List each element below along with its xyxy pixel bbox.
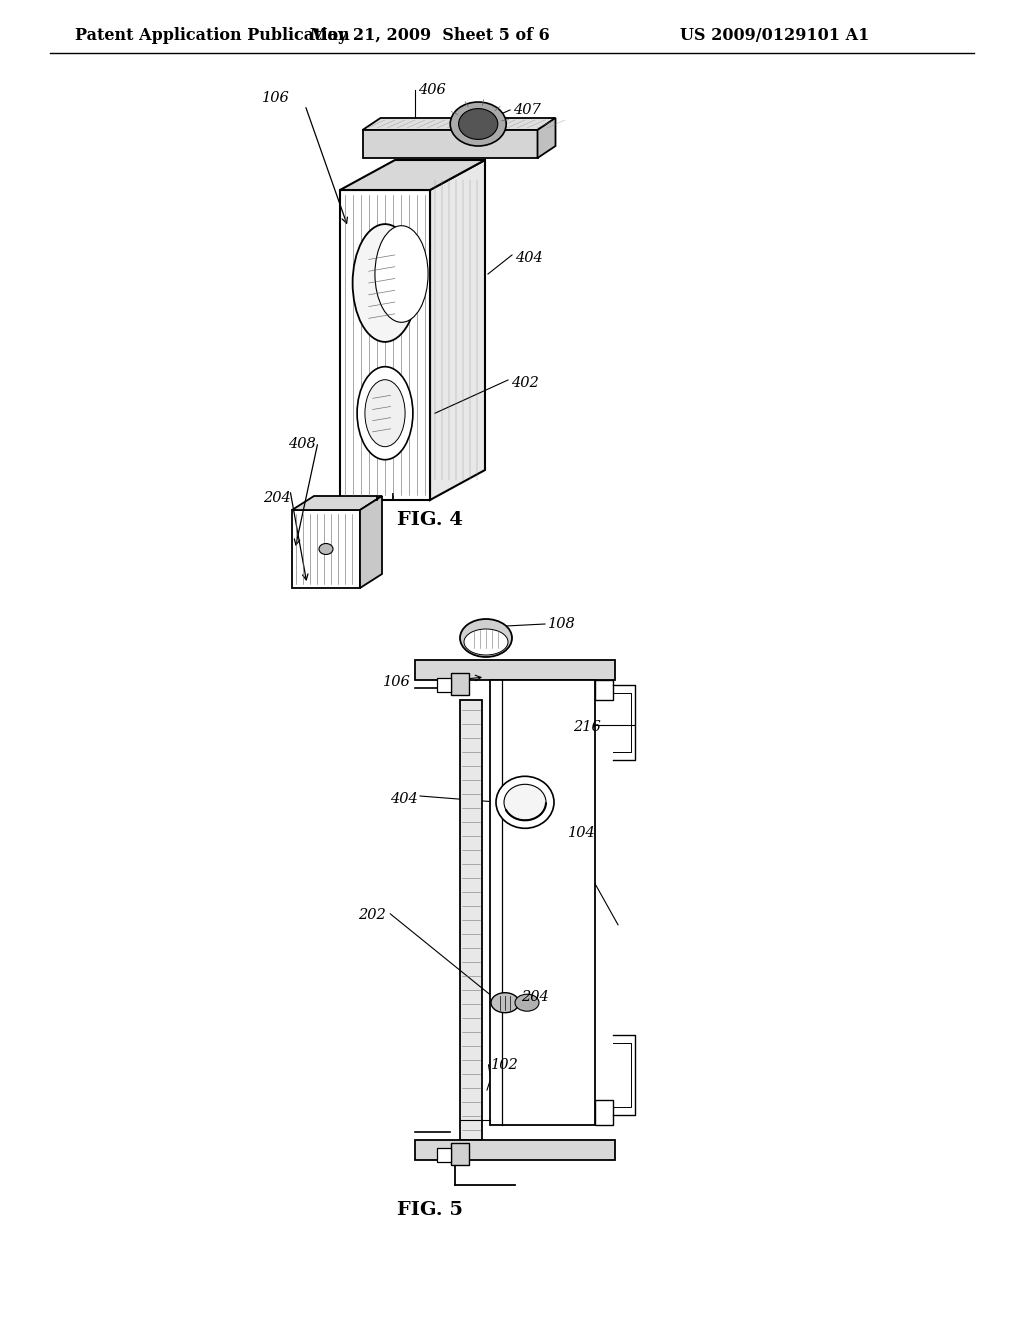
Ellipse shape <box>357 367 413 459</box>
Text: 216: 216 <box>573 719 601 734</box>
Polygon shape <box>292 510 360 587</box>
Bar <box>460 700 482 1140</box>
Text: 102: 102 <box>490 1059 519 1072</box>
Text: 404: 404 <box>390 792 418 807</box>
Ellipse shape <box>451 102 506 147</box>
Text: 406: 406 <box>418 83 445 96</box>
Text: 106: 106 <box>383 675 411 689</box>
Ellipse shape <box>365 380 406 446</box>
Text: 402: 402 <box>511 376 539 389</box>
Ellipse shape <box>352 224 418 342</box>
Text: FIG. 5: FIG. 5 <box>397 1201 463 1218</box>
Polygon shape <box>362 129 538 158</box>
Polygon shape <box>340 160 485 190</box>
Text: 104: 104 <box>568 826 596 840</box>
Polygon shape <box>362 117 555 129</box>
Polygon shape <box>430 160 485 500</box>
Text: 204: 204 <box>521 990 549 1005</box>
Text: 108: 108 <box>548 616 575 631</box>
Text: US 2009/0129101 A1: US 2009/0129101 A1 <box>680 26 869 44</box>
Ellipse shape <box>375 226 428 322</box>
Ellipse shape <box>460 619 512 657</box>
Text: 202: 202 <box>358 908 386 921</box>
Ellipse shape <box>459 108 498 140</box>
Bar <box>490 680 595 1125</box>
Bar <box>595 680 613 700</box>
Text: 407: 407 <box>513 103 541 117</box>
Ellipse shape <box>504 784 546 820</box>
Text: 408: 408 <box>288 437 315 451</box>
Bar <box>415 660 615 680</box>
Bar <box>437 1148 451 1162</box>
Bar <box>451 673 469 696</box>
Text: 204: 204 <box>263 491 291 506</box>
Polygon shape <box>360 496 382 587</box>
Ellipse shape <box>490 993 519 1012</box>
Polygon shape <box>538 117 555 158</box>
Text: 404: 404 <box>515 251 543 265</box>
Ellipse shape <box>319 544 333 554</box>
Text: May 21, 2009  Sheet 5 of 6: May 21, 2009 Sheet 5 of 6 <box>310 26 550 44</box>
Polygon shape <box>292 496 382 510</box>
Bar <box>595 1100 613 1125</box>
Text: 106: 106 <box>262 91 290 106</box>
Text: FIG. 4: FIG. 4 <box>397 511 463 529</box>
Polygon shape <box>340 190 430 500</box>
Text: Patent Application Publication: Patent Application Publication <box>75 26 350 44</box>
Ellipse shape <box>515 994 539 1011</box>
Ellipse shape <box>496 776 554 829</box>
Bar <box>415 1140 615 1160</box>
Bar <box>437 678 451 692</box>
Ellipse shape <box>464 630 508 655</box>
Bar <box>451 1143 469 1166</box>
